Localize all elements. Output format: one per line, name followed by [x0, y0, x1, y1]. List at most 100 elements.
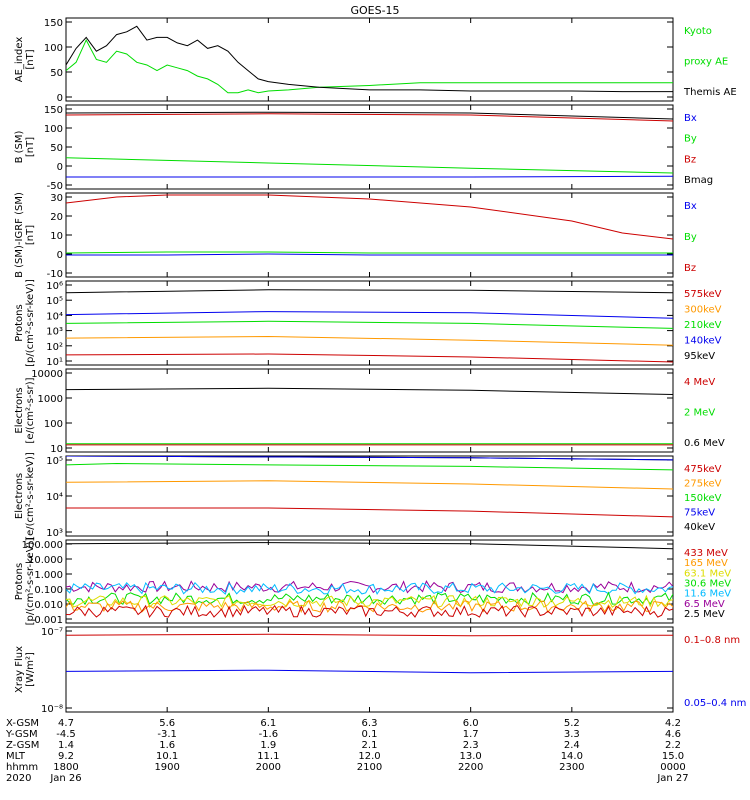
ephemeris-value: 9.2: [58, 751, 74, 762]
series-line: [66, 335, 673, 346]
series-group: [66, 633, 673, 674]
panel-4: 10⁶ 10⁵ 10⁴ 10³ 10² 10¹ Protons [p/(cm²-s-sr-ke…: [14, 279, 722, 368]
ephemeris-row-label: Z-GSM: [6, 740, 39, 751]
legend-label: 300keV: [684, 305, 722, 316]
series-line: [66, 157, 673, 174]
ephemeris-value: Jan 26: [49, 773, 81, 784]
panel-2: 150 100 50 0 -50 B (SM) [nT] Bx By Bz Bmag: [14, 104, 713, 192]
ephemeris-value: 4.7: [58, 718, 74, 729]
ephemeris-value: 0000: [660, 762, 685, 773]
series-line: [66, 289, 673, 294]
ephemeris-value: -3.1: [157, 729, 177, 740]
panel-frame: [65, 626, 674, 713]
figure-title: GOES-15: [350, 4, 399, 17]
series-group: [66, 542, 673, 619]
ephemeris-value: 2100: [357, 762, 382, 773]
ephemeris-value: 1.6: [159, 740, 175, 751]
ephemeris-row-label: MLT: [6, 751, 26, 762]
series-group: [66, 25, 673, 94]
ephemeris-value: 4.6: [665, 729, 681, 740]
ephemeris-row-label: Y-GSM: [5, 729, 38, 740]
legend-label: Bx: [684, 201, 697, 212]
legend-label: 433 MeV: [684, 548, 728, 559]
ephemeris-value: 14.0: [561, 751, 583, 762]
y-tick-label: 30: [50, 193, 63, 204]
series-line: [66, 480, 673, 490]
y-axis-label: [nT]: [25, 49, 36, 69]
ephemeris-value: 1.9: [260, 740, 276, 751]
y-tick-label: 1.000: [34, 570, 63, 581]
panel-frame: [65, 539, 674, 624]
ephemeris-value: 2.2: [665, 740, 681, 751]
series-line: [66, 175, 673, 178]
y-tick-label: 50: [50, 68, 63, 79]
y-axis-label: [e/(cm²-s-sr)]: [25, 377, 36, 443]
series-line: [66, 456, 673, 461]
ephemeris-value: Jan 27: [656, 773, 688, 784]
y-tick-label: 10⁵: [46, 456, 63, 467]
y-axis-label: [p/(cm²-s-sr-keV)]: [25, 538, 36, 626]
ephemeris-value: 2300: [559, 762, 584, 773]
ephemeris-value: 6.0: [463, 718, 479, 729]
ephemeris-value: 2000: [256, 762, 281, 773]
x-axis-ephemeris: X-GSM 4.7 5.6 6.1 6.3 6.0 5.2 4.2 Y-GSM -4.5 -3.1 -…: [5, 718, 689, 784]
series-group: [66, 387, 673, 446]
y-tick-label: 50: [50, 143, 63, 154]
legend-label: 140keV: [684, 336, 722, 347]
series-line: [66, 320, 673, 329]
series-line: [66, 38, 673, 94]
y-axis-label: Xray Flux: [14, 646, 25, 693]
legend-label: 95keV: [684, 351, 715, 362]
legend-label: 75keV: [684, 508, 715, 519]
ephemeris-value: 4.2: [665, 718, 681, 729]
ephemeris-value: 1.7: [463, 729, 479, 740]
y-tick-label: 10⁴: [46, 311, 63, 322]
legend-label: 2 MeV: [684, 408, 715, 419]
y-tick-label: 0: [57, 93, 63, 104]
y-tick-label: 10.000: [28, 555, 63, 566]
y-tick-label: 20: [50, 212, 63, 223]
legend-label: 275keV: [684, 479, 722, 490]
series-line: [66, 113, 673, 122]
ephemeris-value: 2.3: [463, 740, 479, 751]
y-axis-label: Protons: [14, 563, 25, 600]
ephemeris-value: -4.5: [56, 729, 76, 740]
y-tick-label: 100: [44, 124, 63, 135]
series-line: [66, 594, 673, 608]
panel-8: 10⁻⁷ 10⁻⁸ Xray Flux [W/m²] 0.1–0.8 nm 0.05–0.…: [14, 626, 746, 715]
series-line: [66, 507, 673, 518]
series-line: [66, 669, 673, 674]
y-axis-label: Electrons: [14, 473, 25, 519]
y-tick-label: 10000: [31, 369, 63, 380]
legend-label: 165 MeV: [684, 558, 728, 569]
y-tick-label: 0.100: [34, 585, 63, 596]
series-group: [66, 456, 673, 518]
ephemeris-value: 2.1: [362, 740, 378, 751]
ephemeris-value: 11.1: [257, 751, 279, 762]
legend-label: 0.05–0.4 nm: [684, 698, 746, 709]
series-line: [66, 581, 673, 595]
y-tick-label: 10¹: [46, 357, 63, 368]
legend-label: Bz: [684, 263, 696, 274]
legend-label: 0.1–0.8 nm: [684, 635, 740, 646]
panel-1: 150 100 50 0 AE_index [nT] Kyoto proxy AE Themis…: [14, 17, 737, 104]
ephemeris-value: 13.0: [460, 751, 482, 762]
series-group: [66, 194, 673, 256]
ephemeris-value: 2200: [458, 762, 483, 773]
y-axis-label: [W/m²]: [25, 652, 36, 687]
y-tick-label: 0: [57, 250, 63, 261]
legend-label: 475keV: [684, 464, 722, 475]
series-line: [66, 542, 673, 550]
panel-frame: [65, 368, 674, 453]
y-tick-label: -10: [47, 269, 63, 280]
legend-label: 2.5 MeV: [684, 609, 725, 620]
series-line: [66, 353, 673, 363]
series-line: [66, 253, 673, 256]
legend-label: Bx: [684, 113, 697, 124]
legend-label: 11.6 MeV: [684, 589, 731, 600]
ephemeris-value: 3.3: [564, 729, 580, 740]
ephemeris-value: 1900: [154, 762, 179, 773]
series-group: [66, 111, 673, 178]
ephemeris-value: 6.3: [362, 718, 378, 729]
legend-label: 40keV: [684, 522, 715, 533]
